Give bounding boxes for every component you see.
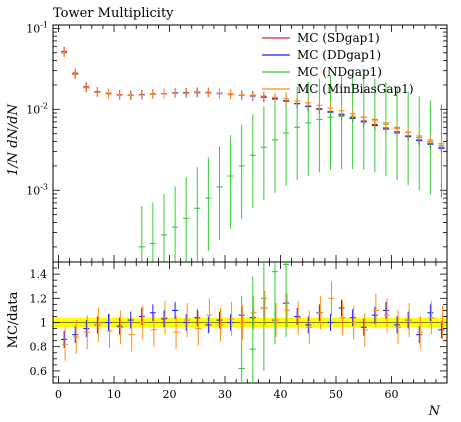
x-tick-label: 10 (107, 388, 121, 401)
ratio-series-mc-minbiasgap1- (62, 281, 446, 362)
ratio-y-tick-label: 1.4 (30, 268, 48, 281)
legend-entry-label: MC (MinBiasGap1) (297, 82, 414, 96)
x-axis-label: N (428, 404, 441, 419)
x-tick-label: 50 (329, 388, 343, 401)
x-tick-label: 0 (55, 388, 62, 401)
top-y-tick-label: 10-1 (26, 20, 48, 35)
chart-title: Tower Multiplicity (53, 6, 174, 21)
ratio-y-tick-label: 0.6 (30, 365, 48, 378)
series-mc-ndgap1- (138, 75, 445, 262)
top-y-tick-label: 10-2 (26, 101, 48, 116)
ratio-series-group (61, 262, 446, 383)
top-series-group (61, 46, 445, 262)
ratio-y-tick-label: 1 (40, 317, 47, 330)
top-panel-frame (52, 24, 448, 263)
ratio-y-axis-label: MC/data (6, 291, 21, 348)
x-tick-label: 40 (274, 388, 288, 401)
ratio-series-mc-ddgap1- (61, 294, 445, 348)
top-y-axis-label: 1/N dN/dN (6, 103, 21, 176)
series-mc-minbiasgap1- (61, 48, 445, 148)
ratio-y-tick-label: 0.8 (30, 341, 48, 354)
data-uncertainty-band-group (53, 317, 447, 328)
x-tick-label: 60 (385, 388, 399, 401)
top-panel: 10-3 10-2 10-1 (26, 20, 448, 263)
legend-entry-label: MC (NDgap1) (297, 65, 382, 79)
legend-entry-label: MC (SDgap1) (297, 31, 380, 45)
ratio-y-tick-label: 1.2 (30, 292, 48, 305)
ratio-panel: 0 10 20 30 40 50 60 0.6 0.8 1 1.2 1.4 (30, 25, 448, 401)
x-tick-label: 20 (163, 388, 177, 401)
legend-entry-label: MC (DDgap1) (297, 48, 381, 62)
x-tick-label: 30 (218, 388, 232, 401)
legend: MC (SDgap1) MC (DDgap1) MC (NDgap1) MC (Min… (262, 31, 414, 96)
top-y-tick-label: 10-3 (26, 182, 48, 197)
